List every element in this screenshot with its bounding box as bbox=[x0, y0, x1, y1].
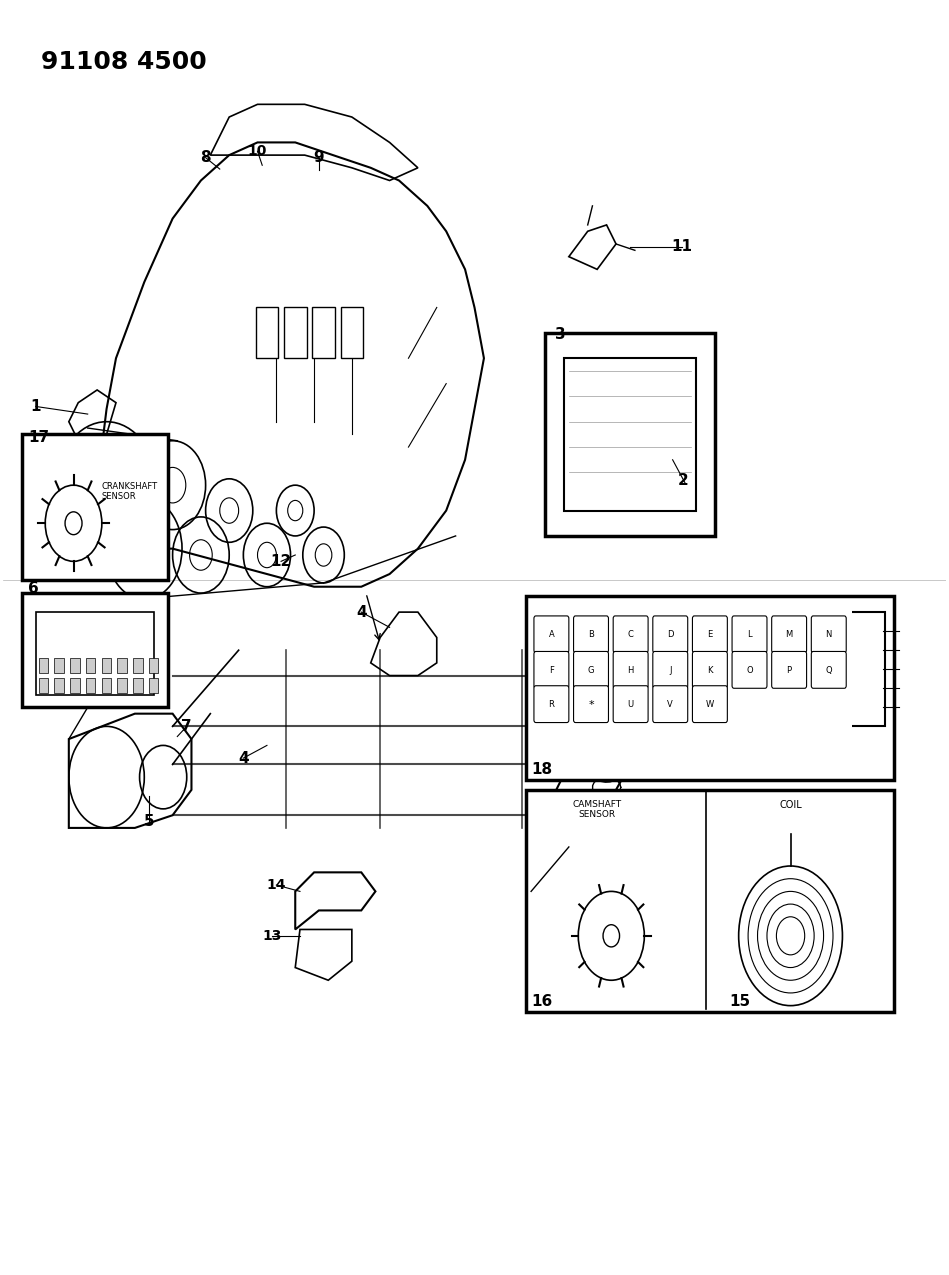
Text: *: * bbox=[588, 700, 594, 710]
Bar bbox=[527, 595, 894, 780]
Text: C: C bbox=[627, 630, 634, 640]
Bar bbox=[284, 307, 307, 358]
FancyBboxPatch shape bbox=[811, 652, 847, 688]
Text: L: L bbox=[747, 630, 752, 640]
Text: B: B bbox=[588, 630, 594, 640]
Text: H: H bbox=[627, 666, 634, 674]
Text: 14: 14 bbox=[267, 878, 287, 892]
Bar bbox=[86, 678, 95, 694]
Text: P: P bbox=[787, 666, 791, 674]
Text: 18: 18 bbox=[531, 762, 552, 778]
FancyBboxPatch shape bbox=[772, 652, 807, 688]
Text: 3: 3 bbox=[555, 326, 566, 342]
FancyBboxPatch shape bbox=[693, 686, 727, 723]
Text: W: W bbox=[706, 700, 714, 709]
Bar bbox=[546, 333, 716, 536]
Text: A: A bbox=[549, 630, 554, 640]
Text: D: D bbox=[667, 630, 674, 640]
Bar bbox=[118, 678, 127, 694]
Text: K: K bbox=[707, 666, 713, 674]
FancyBboxPatch shape bbox=[534, 652, 568, 688]
FancyBboxPatch shape bbox=[653, 616, 688, 653]
FancyBboxPatch shape bbox=[534, 616, 568, 653]
FancyBboxPatch shape bbox=[613, 686, 648, 723]
Bar bbox=[22, 435, 168, 580]
Text: 10: 10 bbox=[248, 144, 268, 158]
Text: N: N bbox=[826, 630, 832, 640]
Text: 16: 16 bbox=[531, 994, 552, 1010]
Bar bbox=[149, 658, 158, 673]
Text: 8: 8 bbox=[200, 150, 211, 166]
Bar bbox=[312, 307, 335, 358]
Text: R: R bbox=[549, 700, 554, 709]
FancyBboxPatch shape bbox=[653, 686, 688, 723]
Text: 11: 11 bbox=[672, 238, 693, 254]
Bar bbox=[36, 612, 154, 695]
FancyBboxPatch shape bbox=[693, 652, 727, 688]
Text: 6: 6 bbox=[28, 580, 39, 595]
FancyBboxPatch shape bbox=[573, 686, 608, 723]
Text: CAMSHAFT
SENSOR: CAMSHAFT SENSOR bbox=[572, 799, 622, 820]
FancyBboxPatch shape bbox=[613, 616, 648, 653]
Bar bbox=[54, 678, 64, 694]
Text: CRANKSHAFT
SENSOR: CRANKSHAFT SENSOR bbox=[102, 482, 158, 501]
Bar bbox=[133, 678, 142, 694]
FancyBboxPatch shape bbox=[693, 616, 727, 653]
Text: 12: 12 bbox=[270, 553, 291, 569]
Text: 13: 13 bbox=[262, 928, 281, 942]
Text: J: J bbox=[669, 666, 672, 674]
Text: 1: 1 bbox=[30, 399, 41, 414]
FancyBboxPatch shape bbox=[732, 652, 767, 688]
Text: O: O bbox=[746, 666, 753, 674]
Text: 91108 4500: 91108 4500 bbox=[41, 50, 206, 74]
Text: COIL: COIL bbox=[779, 799, 802, 810]
Text: F: F bbox=[549, 666, 554, 674]
Text: 5: 5 bbox=[143, 813, 155, 829]
Bar bbox=[341, 307, 363, 358]
FancyBboxPatch shape bbox=[811, 616, 847, 653]
Bar bbox=[70, 658, 80, 673]
Text: M: M bbox=[786, 630, 792, 640]
Text: E: E bbox=[707, 630, 713, 640]
Bar bbox=[133, 658, 142, 673]
Text: 9: 9 bbox=[313, 150, 325, 166]
Bar bbox=[54, 658, 64, 673]
Bar bbox=[39, 658, 48, 673]
Text: 2: 2 bbox=[678, 473, 688, 488]
Text: 15: 15 bbox=[729, 994, 751, 1010]
Text: 4: 4 bbox=[238, 751, 249, 765]
Bar bbox=[118, 658, 127, 673]
FancyBboxPatch shape bbox=[534, 686, 568, 723]
Bar bbox=[86, 658, 95, 673]
Text: 7: 7 bbox=[181, 719, 192, 734]
Bar bbox=[39, 678, 48, 694]
Text: Q: Q bbox=[826, 666, 832, 674]
Bar bbox=[70, 678, 80, 694]
Bar bbox=[149, 678, 158, 694]
Bar bbox=[102, 678, 111, 694]
Text: G: G bbox=[587, 666, 594, 674]
FancyBboxPatch shape bbox=[732, 616, 767, 653]
Text: V: V bbox=[667, 700, 673, 709]
Text: U: U bbox=[627, 700, 634, 709]
FancyBboxPatch shape bbox=[653, 652, 688, 688]
Bar bbox=[527, 789, 894, 1012]
FancyBboxPatch shape bbox=[573, 616, 608, 653]
Bar bbox=[102, 658, 111, 673]
FancyBboxPatch shape bbox=[573, 652, 608, 688]
Text: 17: 17 bbox=[28, 430, 49, 445]
FancyBboxPatch shape bbox=[772, 616, 807, 653]
Bar bbox=[255, 307, 278, 358]
Text: 4: 4 bbox=[356, 604, 366, 620]
Bar bbox=[22, 593, 168, 708]
FancyBboxPatch shape bbox=[613, 652, 648, 688]
